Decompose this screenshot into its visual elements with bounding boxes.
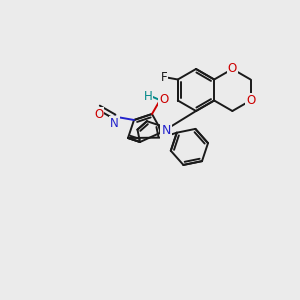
Text: N: N <box>110 117 119 130</box>
Text: N: N <box>161 124 171 137</box>
Text: O: O <box>159 93 169 106</box>
Text: F: F <box>160 71 167 84</box>
Text: O: O <box>94 108 103 121</box>
Text: O: O <box>228 62 237 76</box>
Text: O: O <box>246 94 255 107</box>
Text: H: H <box>144 90 152 103</box>
